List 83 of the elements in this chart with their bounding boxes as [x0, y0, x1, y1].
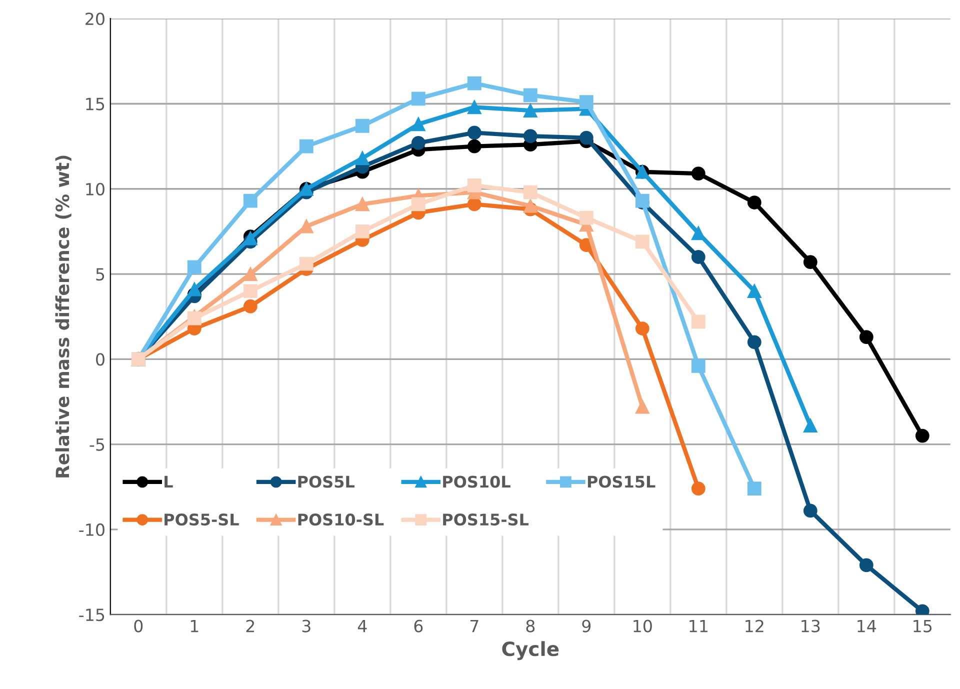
- point: [355, 118, 370, 133]
- x-tick-label: 6: [414, 620, 423, 632]
- point: [803, 418, 818, 433]
- x-tick-label: 9: [582, 620, 591, 632]
- point: [747, 335, 762, 350]
- point: [243, 284, 258, 298]
- point: [467, 100, 482, 114]
- point: [355, 224, 370, 238]
- point: [523, 129, 538, 144]
- x-tick-label: 8: [526, 620, 535, 632]
- point: [467, 139, 482, 154]
- y-tick-label: 20: [86, 12, 104, 26]
- x-tick-label: 1: [190, 620, 198, 632]
- point: [803, 255, 818, 270]
- y-tick-label: 10: [86, 182, 104, 196]
- x-tick-label: 2: [246, 620, 254, 632]
- point: [691, 482, 706, 496]
- point: [859, 558, 874, 572]
- legend-label: POS5-SL: [164, 514, 239, 526]
- point: [691, 166, 706, 181]
- point: [467, 126, 482, 140]
- point: [187, 282, 202, 296]
- legend-label: POS10-SL: [298, 514, 384, 526]
- point: [467, 76, 482, 90]
- point: [187, 260, 202, 274]
- point: [187, 311, 202, 326]
- x-tick-label: 14: [858, 620, 876, 632]
- point: [523, 104, 538, 118]
- y-axis-title: Relative mass difference (% wt): [55, 156, 72, 478]
- x-tick-label: 10: [634, 620, 652, 632]
- point: [579, 95, 594, 109]
- legend-label: L: [164, 476, 173, 488]
- x-tick-label: 0: [134, 620, 143, 632]
- y-tick-label: -15: [79, 608, 104, 622]
- point: [411, 197, 426, 212]
- point: [859, 330, 874, 344]
- point: [747, 482, 762, 496]
- point: [635, 400, 650, 414]
- point: [915, 428, 930, 443]
- legend-label: POS15-SL: [443, 514, 529, 526]
- point: [747, 284, 762, 298]
- point: [691, 226, 706, 240]
- point: [299, 139, 314, 154]
- point: [691, 250, 706, 264]
- legend-label: POS10L: [443, 476, 510, 488]
- point: [355, 151, 370, 166]
- x-tick-label: 15: [914, 620, 932, 632]
- point: [411, 117, 426, 132]
- point: [299, 256, 314, 271]
- x-tick-label: 13: [802, 620, 820, 632]
- point: [243, 299, 258, 314]
- legend-label: POS15L: [588, 476, 656, 488]
- x-axis-title: Cycle: [502, 641, 559, 660]
- point: [635, 322, 650, 336]
- point: [691, 359, 706, 373]
- point: [467, 178, 482, 192]
- point: [243, 194, 258, 208]
- point: [803, 504, 818, 518]
- y-tick-label: 15: [86, 98, 104, 110]
- point: [579, 210, 594, 225]
- point: [635, 234, 650, 249]
- y-tick-label: 0: [96, 353, 104, 366]
- point: [523, 198, 538, 213]
- x-tick-label: 7: [470, 620, 478, 632]
- point: [579, 130, 594, 145]
- point: [467, 197, 482, 212]
- point: [691, 314, 706, 329]
- legend-label: POS5L: [298, 476, 354, 488]
- point: [411, 136, 426, 150]
- y-tick-label: -5: [90, 438, 104, 451]
- x-tick-label: 11: [690, 620, 708, 632]
- point: [355, 197, 370, 212]
- x-tick-label: 3: [302, 620, 310, 632]
- point: [523, 185, 538, 200]
- point: [411, 92, 426, 106]
- point: [747, 196, 762, 210]
- y-tick-label: 5: [96, 268, 104, 281]
- point: [523, 88, 538, 102]
- point: [243, 267, 258, 281]
- x-tick-label: 12: [746, 620, 764, 632]
- point: [299, 219, 314, 234]
- x-tick-label: 4: [358, 620, 367, 632]
- y-tick-label: -10: [79, 523, 104, 536]
